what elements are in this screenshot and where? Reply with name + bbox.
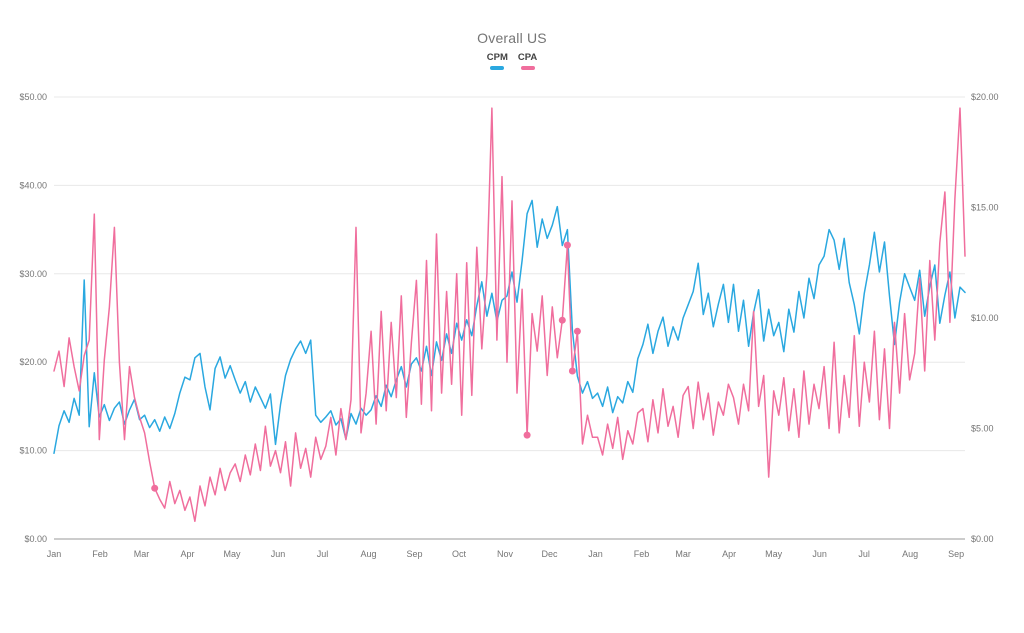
legend-label-cpa: CPA <box>517 52 538 63</box>
data-point-marker-cpa[interactable] <box>558 316 566 324</box>
x-axis-tick-label: Nov <box>497 549 514 559</box>
x-axis-tick-label: Jun <box>271 549 286 559</box>
legend-item-cpm[interactable]: CPM <box>487 53 508 70</box>
x-axis-tick-label: Jul <box>317 549 329 559</box>
x-axis-tick-label: Jul <box>858 549 870 559</box>
x-axis-tick-label: Jun <box>812 549 827 559</box>
chart-title: Overall US <box>477 30 547 46</box>
y-axis-right-tick-label: $10.00 <box>971 313 999 323</box>
y-axis-left-tick-label: $20.00 <box>19 357 47 367</box>
y-axis-left-tick-label: $30.00 <box>19 269 47 279</box>
x-axis-tick-label: Mar <box>675 549 691 559</box>
x-axis-tick-label: Feb <box>92 549 108 559</box>
data-point-marker-cpa[interactable] <box>573 327 581 335</box>
x-axis-tick-label: Aug <box>902 549 918 559</box>
y-axis-left-tick-label: $40.00 <box>19 180 47 190</box>
legend-label-cpm: CPM <box>486 52 508 63</box>
x-axis-tick-label: Apr <box>181 549 195 559</box>
y-axis-left-tick-label: $50.00 <box>19 92 47 102</box>
data-point-marker-cpa[interactable] <box>568 367 576 375</box>
x-axis-tick-label: Aug <box>361 549 377 559</box>
y-axis-right-tick-label: $20.00 <box>971 92 999 102</box>
x-axis-labels: Jan Feb Mar Apr May Jun Jul Aug Sep Oct Nov Dec Jan F… <box>47 549 964 559</box>
data-point-marker-cpa[interactable] <box>151 484 159 492</box>
series-line-cpa <box>53 107 966 523</box>
x-axis-tick-label: Mar <box>134 549 150 559</box>
legend-swatch-cpm-icon <box>490 66 505 70</box>
x-axis-tick-label: Oct <box>452 549 467 559</box>
x-axis-tick-label: Apr <box>722 549 736 559</box>
y-axis-right-tick-label: $15.00 <box>971 203 999 213</box>
legend-swatch-cpa-icon <box>520 66 535 70</box>
data-point-marker-cpa[interactable] <box>563 241 571 249</box>
legend-item-cpa[interactable]: CPA <box>518 53 537 70</box>
x-axis-tick-label: Dec <box>542 549 559 559</box>
x-axis-tick-label: Sep <box>407 549 423 559</box>
y-axis-left-tick-label: $0.00 <box>24 534 47 544</box>
x-axis-tick-label: Sep <box>948 549 964 559</box>
x-axis-tick-label: Jan <box>588 549 603 559</box>
x-axis-tick-label: May <box>765 549 783 559</box>
y-axis-left-tick-label: $10.00 <box>19 446 47 456</box>
x-axis-tick-label: Jan <box>47 549 62 559</box>
x-axis-tick-label: May <box>224 549 242 559</box>
y-axis-right-tick-label: $0.00 <box>971 534 994 544</box>
data-point-marker-cpa[interactable] <box>523 431 531 439</box>
y-axis-right-tick-label: $5.00 <box>971 424 994 434</box>
x-axis-tick-label: Feb <box>634 549 650 559</box>
chart-legend: CPM CPA <box>0 53 1024 70</box>
